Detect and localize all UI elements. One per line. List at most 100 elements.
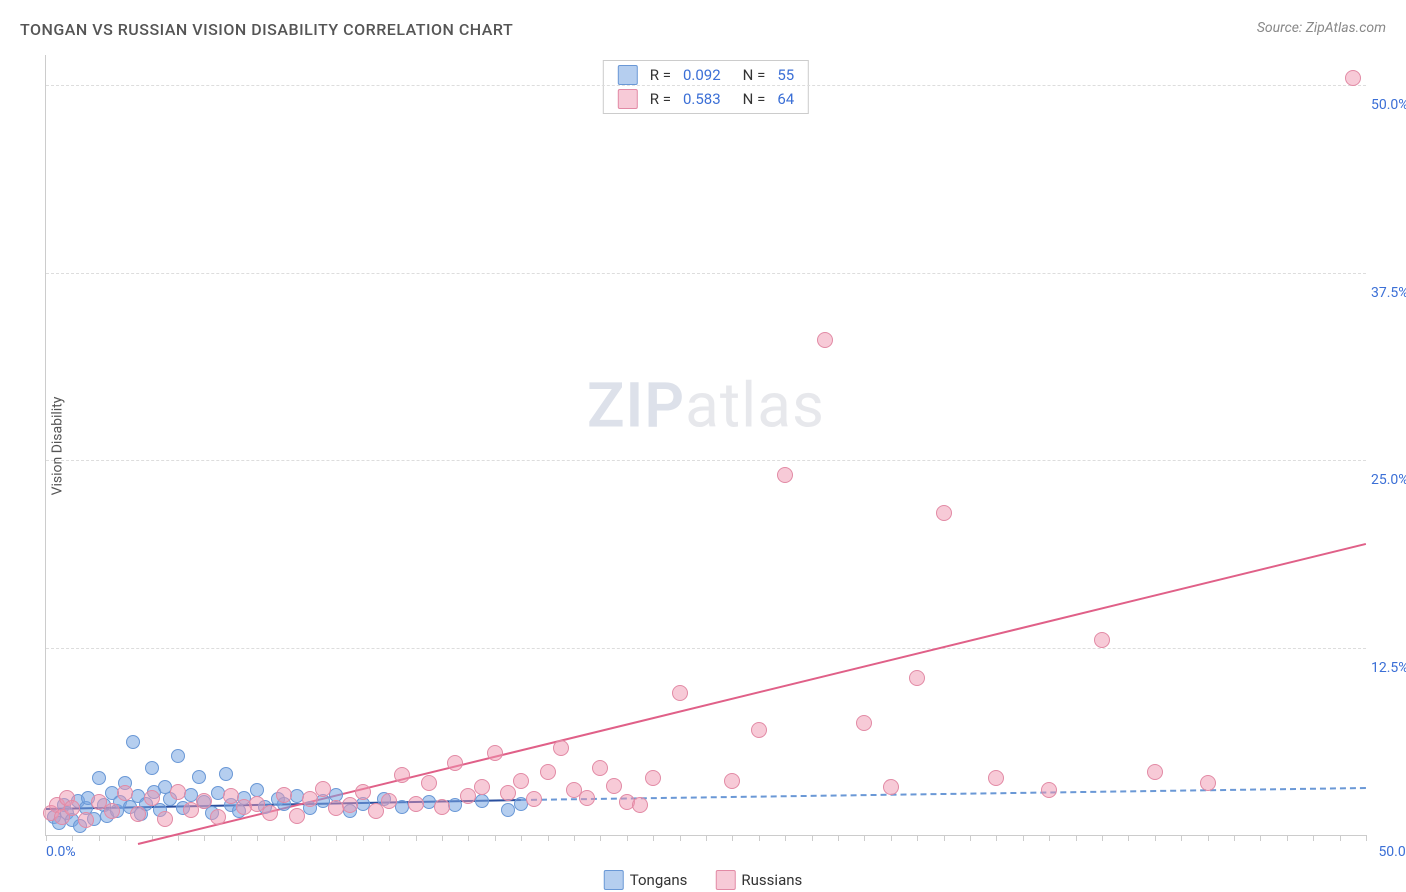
stats-legend: R = 0.092N = 55R = 0.583N = 64 <box>603 60 809 114</box>
gridline <box>46 273 1366 274</box>
x-origin-label: 0.0% <box>46 844 76 860</box>
x-tick <box>706 835 707 841</box>
tongans-point <box>448 798 462 812</box>
x-tick <box>178 835 179 841</box>
russians-point <box>104 803 120 819</box>
russians-point <box>632 797 648 813</box>
n-value: 55 <box>777 66 794 84</box>
x-tick <box>1102 835 1103 841</box>
x-tick <box>257 835 258 841</box>
russians-point <box>210 809 226 825</box>
x-tick <box>363 835 364 841</box>
russians-point <box>302 791 318 807</box>
stats-row: R = 0.092N = 55 <box>604 63 808 87</box>
russians-point <box>883 779 899 795</box>
russians-point <box>1094 632 1110 648</box>
x-tick <box>996 835 997 841</box>
x-tick <box>1234 835 1235 841</box>
russians-point <box>78 812 94 828</box>
x-tick <box>1313 835 1314 841</box>
russians-point <box>936 505 952 521</box>
x-tick <box>99 835 100 841</box>
watermark: ZIPatlas <box>587 370 825 443</box>
russians-point <box>1200 775 1216 791</box>
x-tick <box>1340 835 1341 841</box>
source-label: Source: ZipAtlas.com <box>1257 20 1386 36</box>
x-tick <box>1155 835 1156 841</box>
x-tick <box>970 835 971 841</box>
russians-point <box>157 811 173 827</box>
russians-point <box>144 790 160 806</box>
x-tick <box>389 835 390 841</box>
x-max-label: 50.0% <box>1378 844 1406 860</box>
x-tick <box>46 835 47 841</box>
x-tick <box>1260 835 1261 841</box>
x-tick <box>600 835 601 841</box>
russians-point <box>474 779 490 795</box>
x-tick <box>442 835 443 841</box>
x-tick <box>521 835 522 841</box>
x-tick <box>495 835 496 841</box>
x-tick <box>336 835 337 841</box>
x-tick <box>732 835 733 841</box>
x-tick <box>917 835 918 841</box>
russians-point <box>355 784 371 800</box>
x-tick <box>1181 835 1182 841</box>
russians-point <box>130 806 146 822</box>
russians-point <box>394 767 410 783</box>
russians-point <box>381 793 397 809</box>
trend-line <box>521 787 1366 801</box>
tongans-point <box>475 794 489 808</box>
russians-point <box>368 803 384 819</box>
x-tick <box>627 835 628 841</box>
r-label: R = <box>650 90 671 108</box>
y-tick-label: 25.0% <box>1371 472 1406 488</box>
russians-point <box>751 722 767 738</box>
x-tick <box>1287 835 1288 841</box>
n-value: 64 <box>777 90 794 108</box>
russians-point <box>526 791 542 807</box>
x-tick <box>1023 835 1024 841</box>
x-tick <box>548 835 549 841</box>
x-tick <box>759 835 760 841</box>
tongans-point <box>192 770 206 784</box>
x-tick <box>204 835 205 841</box>
x-tick <box>1366 835 1367 841</box>
y-tick-label: 37.5% <box>1371 285 1406 301</box>
russians-point <box>817 332 833 348</box>
r-value: 0.583 <box>683 90 721 108</box>
russians-point <box>1147 764 1163 780</box>
gridline <box>46 648 1366 649</box>
russians-point <box>777 467 793 483</box>
russians-swatch <box>618 89 638 109</box>
x-tick <box>838 835 839 841</box>
russians-point <box>276 787 292 803</box>
stats-row: R = 0.583N = 64 <box>604 87 808 111</box>
tongans-point <box>126 735 140 749</box>
russians-point <box>64 800 80 816</box>
legend-label: Tongans <box>630 871 688 889</box>
russians-point <box>513 773 529 789</box>
russians-point <box>645 770 661 786</box>
russians-point <box>408 796 424 812</box>
russians-point <box>606 778 622 794</box>
x-tick <box>785 835 786 841</box>
russians-point <box>988 770 1004 786</box>
russians-point <box>500 785 516 801</box>
russians-point <box>315 781 331 797</box>
tongans-point <box>219 767 233 781</box>
scatter-plot: ZIPatlas R = 0.092N = 55R = 0.583N = 64 … <box>45 55 1366 836</box>
russians-point <box>421 775 437 791</box>
legend-label: Russians <box>741 871 802 889</box>
x-tick <box>72 835 73 841</box>
x-tick <box>1208 835 1209 841</box>
x-tick <box>653 835 654 841</box>
russians-point <box>540 764 556 780</box>
russians-point <box>592 760 608 776</box>
x-tick <box>680 835 681 841</box>
russians-point <box>579 790 595 806</box>
n-label: N = <box>743 66 766 84</box>
legend-swatch <box>604 870 624 890</box>
tongans-swatch <box>618 65 638 85</box>
tongans-point <box>92 771 106 785</box>
